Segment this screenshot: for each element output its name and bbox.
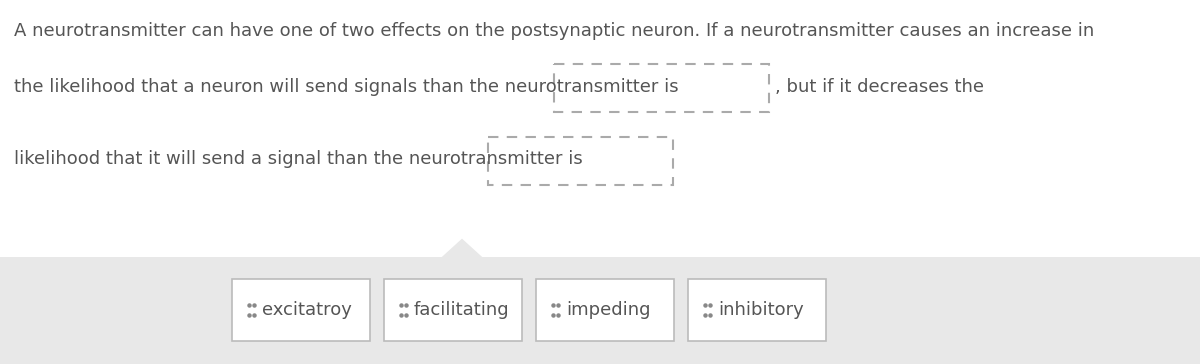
Text: likelihood that it will send a signal than the neurotransmitter is: likelihood that it will send a signal th… bbox=[14, 150, 583, 168]
Text: excitatroy: excitatroy bbox=[262, 301, 352, 319]
FancyBboxPatch shape bbox=[688, 279, 826, 341]
Text: A neurotransmitter can have one of two effects on the postsynaptic neuron. If a : A neurotransmitter can have one of two e… bbox=[14, 22, 1094, 40]
FancyBboxPatch shape bbox=[488, 137, 673, 185]
FancyBboxPatch shape bbox=[554, 64, 769, 112]
Text: impeding: impeding bbox=[566, 301, 650, 319]
FancyBboxPatch shape bbox=[536, 279, 674, 341]
FancyBboxPatch shape bbox=[232, 279, 370, 341]
Bar bbox=[0, 257, 1200, 364]
Text: the likelihood that a neuron will send signals than the neurotransmitter is: the likelihood that a neuron will send s… bbox=[14, 78, 679, 96]
Text: inhibitory: inhibitory bbox=[718, 301, 804, 319]
FancyBboxPatch shape bbox=[384, 279, 522, 341]
Text: , but if it decreases the: , but if it decreases the bbox=[775, 78, 984, 96]
Text: facilitating: facilitating bbox=[414, 301, 510, 319]
Polygon shape bbox=[440, 239, 484, 258]
